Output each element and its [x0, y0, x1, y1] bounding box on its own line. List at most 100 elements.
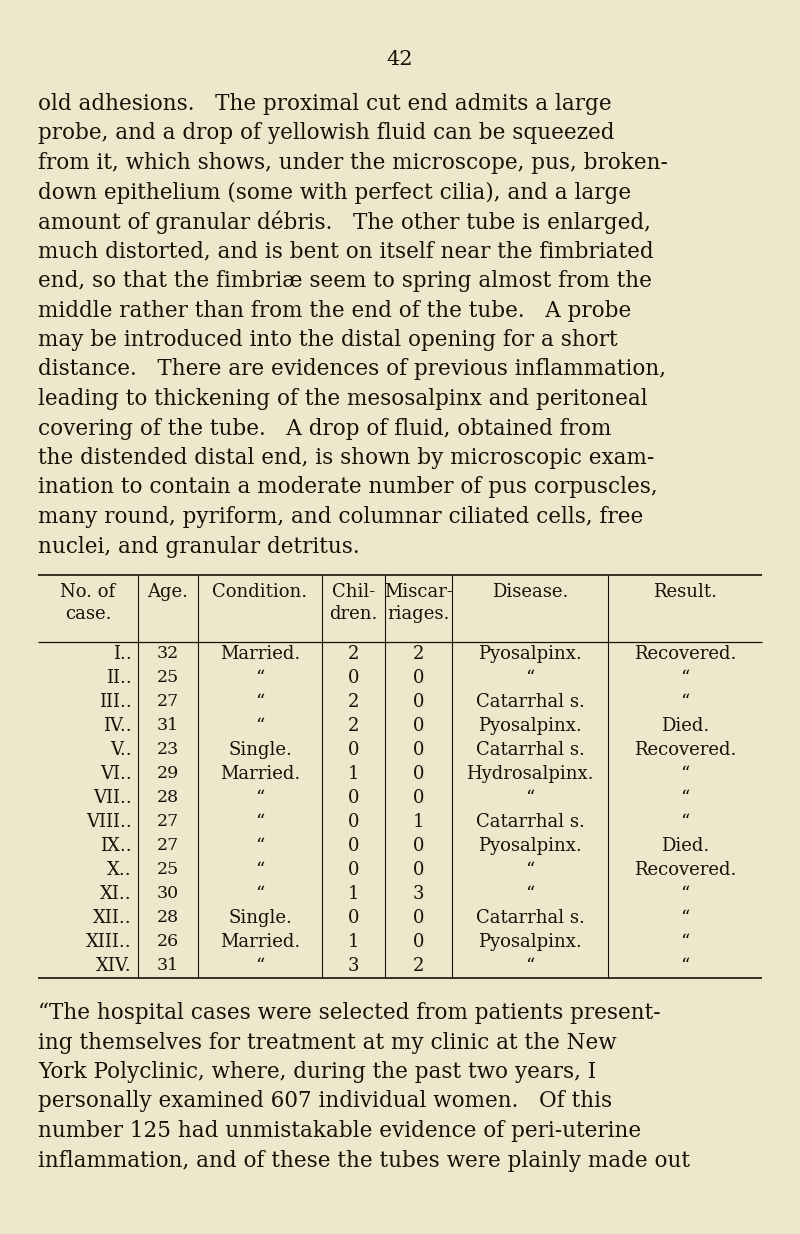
Text: 0: 0	[413, 717, 424, 735]
Text: “: “	[680, 933, 690, 951]
Text: much distorted, and is bent on itself near the fimbriated: much distorted, and is bent on itself ne…	[38, 241, 654, 263]
Text: Married.: Married.	[220, 645, 300, 663]
Text: 0: 0	[348, 813, 359, 830]
Text: 29: 29	[157, 765, 179, 782]
Text: 2: 2	[348, 717, 359, 735]
Text: old adhesions.   The proximal cut end admits a large: old adhesions. The proximal cut end admi…	[38, 93, 612, 115]
Text: Recovered.: Recovered.	[634, 645, 736, 663]
Text: Catarrhal s.: Catarrhal s.	[475, 813, 585, 830]
Text: Disease.: Disease.	[492, 582, 568, 601]
Text: “: “	[680, 958, 690, 975]
Text: 0: 0	[348, 740, 359, 759]
Text: 0: 0	[413, 740, 424, 759]
Text: XIII..: XIII..	[86, 933, 132, 951]
Text: IX..: IX..	[100, 837, 132, 855]
Text: Recovered.: Recovered.	[634, 740, 736, 759]
Text: “: “	[526, 958, 534, 975]
Text: “: “	[255, 837, 265, 855]
Text: 27: 27	[157, 694, 179, 711]
Text: 31: 31	[157, 717, 179, 734]
Text: 1: 1	[348, 933, 359, 951]
Text: III..: III..	[99, 694, 132, 711]
Text: the distended distal end, is shown by microscopic exam-: the distended distal end, is shown by mi…	[38, 447, 654, 469]
Text: Hydrosalpinx.: Hydrosalpinx.	[466, 765, 594, 784]
Text: 2: 2	[348, 694, 359, 711]
Text: 0: 0	[413, 909, 424, 927]
Text: ination to contain a moderate number of pus corpuscles,: ination to contain a moderate number of …	[38, 476, 658, 499]
Text: 0: 0	[413, 765, 424, 784]
Text: down epithelium (some with perfect cilia), and a large: down epithelium (some with perfect cilia…	[38, 181, 631, 204]
Text: 26: 26	[157, 933, 179, 950]
Text: 0: 0	[413, 789, 424, 807]
Text: “: “	[680, 694, 690, 711]
Text: nuclei, and granular detritus.: nuclei, and granular detritus.	[38, 536, 360, 558]
Text: 2: 2	[413, 645, 424, 663]
Text: “: “	[255, 694, 265, 711]
Text: “: “	[526, 789, 534, 807]
Text: Condition.: Condition.	[213, 582, 307, 601]
Text: 0: 0	[348, 789, 359, 807]
Text: Miscar-
riages.: Miscar- riages.	[384, 582, 453, 623]
Text: many round, pyriform, and columnar ciliated cells, free: many round, pyriform, and columnar cilia…	[38, 506, 643, 528]
Text: Died.: Died.	[661, 717, 709, 735]
Text: 28: 28	[157, 790, 179, 807]
Text: “: “	[680, 669, 690, 687]
Text: “: “	[526, 669, 534, 687]
Text: VII..: VII..	[94, 789, 132, 807]
Text: Married.: Married.	[220, 765, 300, 784]
Text: Chil-
dren.: Chil- dren.	[330, 582, 378, 623]
Text: 0: 0	[413, 933, 424, 951]
Text: middle rather than from the end of the tube.   A probe: middle rather than from the end of the t…	[38, 300, 631, 322]
Text: Pyosalpinx.: Pyosalpinx.	[478, 645, 582, 663]
Text: 1: 1	[348, 765, 359, 784]
Text: Result.: Result.	[653, 582, 717, 601]
Text: “: “	[255, 861, 265, 879]
Text: 0: 0	[413, 861, 424, 879]
Text: 0: 0	[413, 694, 424, 711]
Text: end, so that the fimbriæ seem to spring almost from the: end, so that the fimbriæ seem to spring …	[38, 270, 652, 292]
Text: No. of
case.: No. of case.	[61, 582, 115, 623]
Text: “: “	[680, 789, 690, 807]
Text: V..: V..	[110, 740, 132, 759]
Text: “: “	[255, 717, 265, 735]
Text: “: “	[680, 909, 690, 927]
Text: II..: II..	[106, 669, 132, 687]
Text: number 125 had unmistakable evidence of peri-uterine: number 125 had unmistakable evidence of …	[38, 1120, 641, 1141]
Text: leading to thickening of the mesosalpinx and peritoneal: leading to thickening of the mesosalpinx…	[38, 387, 648, 410]
Text: X..: X..	[107, 861, 132, 879]
Text: Age.: Age.	[147, 582, 189, 601]
Text: 0: 0	[348, 669, 359, 687]
Text: Pyosalpinx.: Pyosalpinx.	[478, 837, 582, 855]
Text: 1: 1	[413, 813, 424, 830]
Text: 3: 3	[348, 958, 359, 975]
Text: XIV.: XIV.	[96, 958, 132, 975]
Text: Recovered.: Recovered.	[634, 861, 736, 879]
Text: from it, which shows, under the microscope, pus, broken-: from it, which shows, under the microsco…	[38, 152, 668, 174]
Text: 28: 28	[157, 909, 179, 927]
Text: personally examined 607 individual women.   Of this: personally examined 607 individual women…	[38, 1091, 612, 1113]
Text: 32: 32	[157, 645, 179, 663]
Text: 23: 23	[157, 742, 179, 759]
Text: 3: 3	[413, 885, 424, 903]
Text: 31: 31	[157, 958, 179, 975]
Text: 2: 2	[413, 958, 424, 975]
Text: 25: 25	[157, 670, 179, 686]
Text: ing themselves for treatment at my clinic at the New: ing themselves for treatment at my clini…	[38, 1032, 617, 1054]
Text: Died.: Died.	[661, 837, 709, 855]
Text: 0: 0	[348, 837, 359, 855]
Text: 42: 42	[386, 51, 414, 69]
Text: “: “	[526, 861, 534, 879]
Text: 1: 1	[348, 885, 359, 903]
Text: 0: 0	[413, 669, 424, 687]
Text: 2: 2	[348, 645, 359, 663]
Text: Single.: Single.	[228, 909, 292, 927]
Text: “: “	[255, 669, 265, 687]
Text: Catarrhal s.: Catarrhal s.	[475, 694, 585, 711]
Text: York Polyclinic, where, during the past two years, I: York Polyclinic, where, during the past …	[38, 1061, 596, 1083]
Text: amount of granular débris.   The other tube is enlarged,: amount of granular débris. The other tub…	[38, 211, 651, 234]
Text: distance.   There are evidences of previous inflammation,: distance. There are evidences of previou…	[38, 359, 666, 380]
Text: 25: 25	[157, 861, 179, 879]
Text: Catarrhal s.: Catarrhal s.	[475, 740, 585, 759]
Text: Catarrhal s.: Catarrhal s.	[475, 909, 585, 927]
Text: 0: 0	[348, 861, 359, 879]
